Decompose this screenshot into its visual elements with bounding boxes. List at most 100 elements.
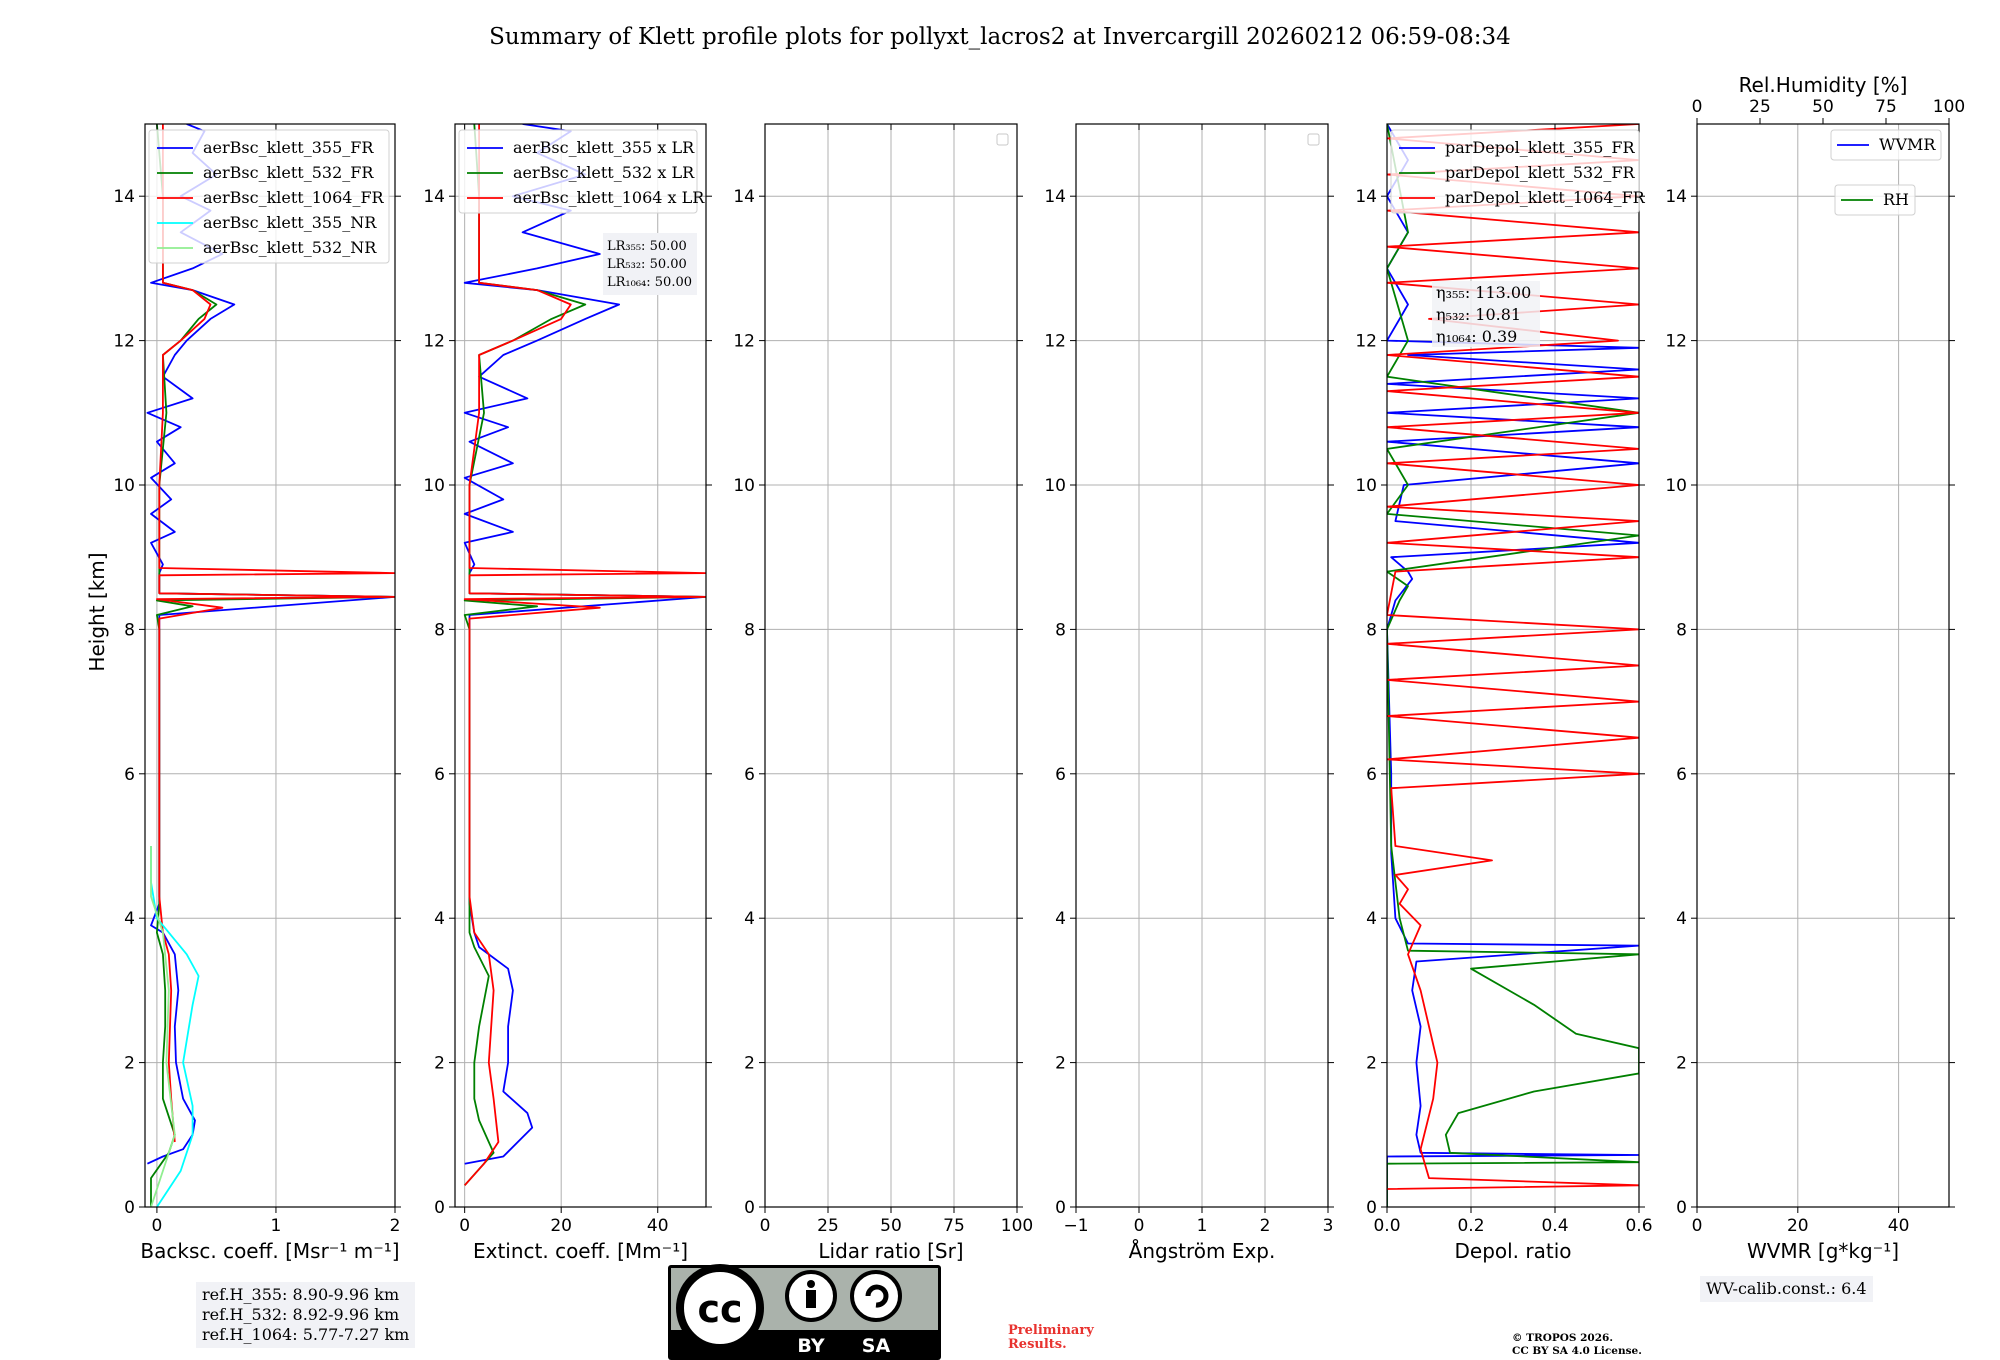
y-tick-label: 6: [1676, 765, 1687, 785]
y-tick-label: 14: [423, 187, 445, 207]
x-tick-label: 1: [271, 1216, 282, 1236]
x-tick-label: 0: [1692, 1216, 1703, 1236]
x-axis-label: Extinct. coeff. [Mm⁻¹]: [473, 1239, 688, 1263]
y-tick-label: 4: [744, 909, 755, 929]
y-tick-label: 12: [423, 332, 445, 352]
y-tick-label: 4: [1366, 909, 1377, 929]
lidar-ratio-annotation: LR₃₅₅: 50.00 LR₅₃₂: 50.00 LR₁₀₆₄: 50.00: [603, 233, 697, 295]
y-tick-label: 14: [1355, 187, 1377, 207]
y-tick-label: 4: [1055, 909, 1066, 929]
series-line-aerBsc_klett_1064 x LR: [463, 124, 706, 1186]
panel-depol: 0.0 0.2 0.4 0.6 0 2 4 6 8 10 12 14 Depol. ratio parDe…: [1355, 123, 1653, 1263]
lidar-ratio-label: LR₁₀₆₄: 50.00: [607, 275, 692, 290]
y-tick-label: 10: [113, 476, 135, 496]
axes-frame: [144, 123, 396, 1208]
panel-lidar_ratio: 0 25 50 75 100 0 2 4 6 8 10 12 14 Lidar ratio [Sr]: [733, 123, 1033, 1263]
preliminary-line-2: Results.: [1008, 1337, 1067, 1352]
y-tick-label: 10: [1355, 476, 1377, 496]
y-tick-label: 8: [434, 620, 445, 640]
y-tick-label: 4: [434, 909, 445, 929]
x-axis-label: Ångström Exp.: [1129, 1239, 1276, 1263]
annotation-box: [603, 233, 697, 295]
x-tick-label: 2: [1260, 1216, 1271, 1236]
y-tick-label: 14: [113, 187, 135, 207]
series-line-aerBsc_klett_532_NR: [150, 846, 176, 1207]
top-x-tick-label: 25: [1749, 97, 1771, 117]
legend: aerBsc_klett_355 x LR aerBsc_klett_532 x …: [458, 129, 705, 214]
y-tick-label: 0: [1366, 1198, 1377, 1218]
x-tick-label: 0: [760, 1216, 771, 1236]
x-tick-label: 75: [943, 1216, 965, 1236]
legend-box: [1834, 184, 1916, 216]
series-line-aerBsc_klett_532_FR: [150, 124, 395, 1207]
top-x-tick-label: 75: [1875, 97, 1897, 117]
series-group: [463, 124, 706, 1186]
y-axis-label: Height [km]: [85, 552, 109, 671]
ref-heights-box: ref.H_355: 8.90-9.96 km ref.H_532: 8.92-9…: [196, 1282, 416, 1348]
sa-text: SA: [862, 1335, 891, 1357]
empty-legend-box: [1307, 133, 1320, 146]
by-icon-body: [806, 1290, 816, 1308]
cc-icon: [676, 1264, 764, 1352]
preliminary-note: Preliminary Results.: [1008, 1324, 1094, 1352]
y-tick-label: 6: [744, 765, 755, 785]
preliminary-line-1: Preliminary: [1008, 1323, 1094, 1338]
eta-label: η₃₅₅: 113.00: [1436, 283, 1531, 302]
y-tick-label: 0: [744, 1198, 755, 1218]
legend-entry: aerBsc_klett_355 x LR: [513, 138, 695, 157]
top-x-axis-label: Rel.Humidity [%]: [1739, 73, 1908, 97]
ref-height-532: ref.H_532: 8.92-9.96 km: [202, 1305, 400, 1324]
series-group: [1387, 124, 1639, 1207]
series-line-aerBsc_klett_532 x LR: [463, 124, 706, 1186]
legend: parDepol_klett_355_FR parDepol_klett_532_…: [1390, 129, 1646, 214]
figure-title: Summary of Klett profile plots for polly…: [489, 24, 1511, 50]
top-x-tick-label: 0: [1692, 97, 1703, 117]
wv-calib-const: WV-calib.const.: 6.4: [1706, 1279, 1867, 1298]
sa-icon: [850, 1270, 902, 1322]
y-tick-label: 4: [124, 909, 135, 929]
legend-entry: aerBsc_klett_355_NR: [203, 213, 377, 232]
y-tick-label: 8: [1055, 620, 1066, 640]
y-tick-label: 10: [1665, 476, 1687, 496]
y-tick-label: 6: [124, 765, 135, 785]
x-tick-label: 2: [390, 1216, 401, 1236]
y-tick-label: 6: [434, 765, 445, 785]
series-line-parDepol_klett_532_FR: [1387, 124, 1639, 1207]
panel-extinction: 0 20 40 0 2 4 6 8 10 12 14 Extinct. coeff. [Mm⁻¹] ae…: [423, 123, 712, 1263]
eta-annotation: η₃₅₅: 113.00 η₅₃₂: 10.81 η₁₀₆₄: 0.39: [1432, 281, 1540, 347]
lidar-ratio-label: LR₃₅₅: 50.00: [607, 239, 687, 254]
y-tick-label: 2: [1676, 1054, 1687, 1074]
y-tick-label: 0: [124, 1198, 135, 1218]
y-tick-label: 14: [1044, 187, 1066, 207]
x-tick-label: 40: [1888, 1216, 1910, 1236]
x-axis-label: Backsc. coeff. [Msr⁻¹ m⁻¹]: [140, 1239, 399, 1263]
y-tick-label: 12: [733, 332, 755, 352]
axes-frame: [454, 123, 707, 1208]
empty-legend-box: [996, 133, 1009, 146]
legend-entry: parDepol_klett_532_FR: [1445, 163, 1636, 182]
series-line-aerBsc_klett_1064_FR: [156, 124, 395, 1143]
lidar-ratio-label: LR₅₃₂: 50.00: [607, 257, 687, 272]
ref-height-355: ref.H_355: 8.90-9.96 km: [202, 1285, 400, 1304]
legend-entry: aerBsc_klett_532 x LR: [513, 163, 695, 182]
x-tick-label: 0.0: [1373, 1216, 1400, 1236]
legend: aerBsc_klett_355_FR aerBsc_klett_532_FRae…: [148, 129, 390, 264]
axes-frame: [1696, 123, 1950, 1208]
y-tick-label: 10: [423, 476, 445, 496]
x-tick-label: 0.6: [1625, 1216, 1652, 1236]
x-tick-label: 100: [1001, 1216, 1033, 1236]
x-axis-label: Depol. ratio: [1454, 1239, 1571, 1263]
ref-height-1064: ref.H_1064: 5.77-7.27 km: [202, 1325, 410, 1344]
x-tick-label: 40: [647, 1216, 669, 1236]
series-line-parDepol_klett_1064_FR: [1387, 124, 1639, 1190]
legend-entry: aerBsc_klett_1064_FR: [203, 188, 385, 207]
y-tick-label: 8: [1676, 620, 1687, 640]
y-tick-label: 2: [1055, 1054, 1066, 1074]
legend-entry: aerBsc_klett_532_FR: [203, 163, 374, 182]
legend-box: [148, 129, 390, 264]
y-tick-label: 2: [1366, 1054, 1377, 1074]
y-tick-label: 6: [1366, 765, 1377, 785]
y-tick-label: 12: [1665, 332, 1687, 352]
copyright-line-1: © TROPOS 2026.: [1512, 1332, 1614, 1344]
